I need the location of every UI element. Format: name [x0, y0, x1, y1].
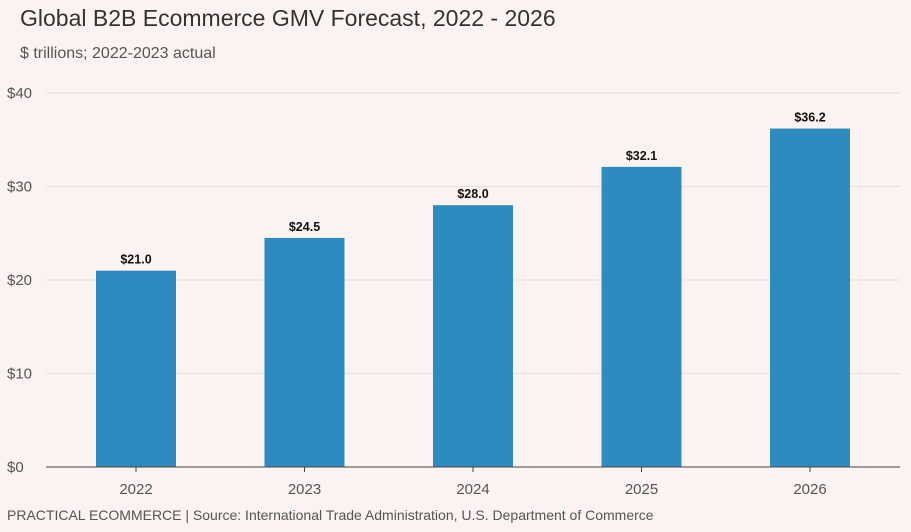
- y-axis-ticks: $0 $10 $20 $30 $40: [7, 85, 32, 476]
- bar: [601, 166, 682, 468]
- y-tick-label: $20: [7, 272, 32, 289]
- bar: [770, 128, 850, 467]
- data-label: $36.2: [794, 111, 825, 125]
- chart-title: Global B2B Ecommerce GMV Forecast, 2022 …: [20, 5, 556, 31]
- chart-subtitle: $ trillions; 2022-2023 actual: [20, 45, 216, 62]
- bar: [96, 270, 176, 467]
- y-tick-label: $40: [7, 85, 32, 102]
- source-footer: PRACTICAL ECOMMERCE | Source: Internatio…: [7, 507, 654, 523]
- data-label: $21.0: [120, 253, 151, 267]
- y-tick-label: $10: [7, 366, 32, 383]
- bar: [433, 205, 513, 467]
- x-tick-label: 2022: [119, 481, 152, 498]
- data-label: $28.0: [457, 187, 488, 201]
- y-tick-label: $0: [7, 459, 24, 476]
- x-tick-label: 2026: [793, 481, 826, 498]
- x-axis-ticks: 2022 2023 2024 2025 2026: [119, 467, 827, 498]
- x-tick-label: 2024: [456, 481, 489, 498]
- data-label: $24.5: [289, 220, 320, 234]
- x-tick-label: 2025: [625, 481, 658, 498]
- y-tick-label: $30: [7, 179, 32, 196]
- bars: [96, 128, 850, 468]
- x-tick-label: 2023: [288, 481, 321, 498]
- data-labels: $21.0 $24.5 $28.0 $32.1 $36.2: [120, 111, 825, 267]
- bar: [264, 237, 345, 467]
- data-label: $32.1: [626, 149, 657, 163]
